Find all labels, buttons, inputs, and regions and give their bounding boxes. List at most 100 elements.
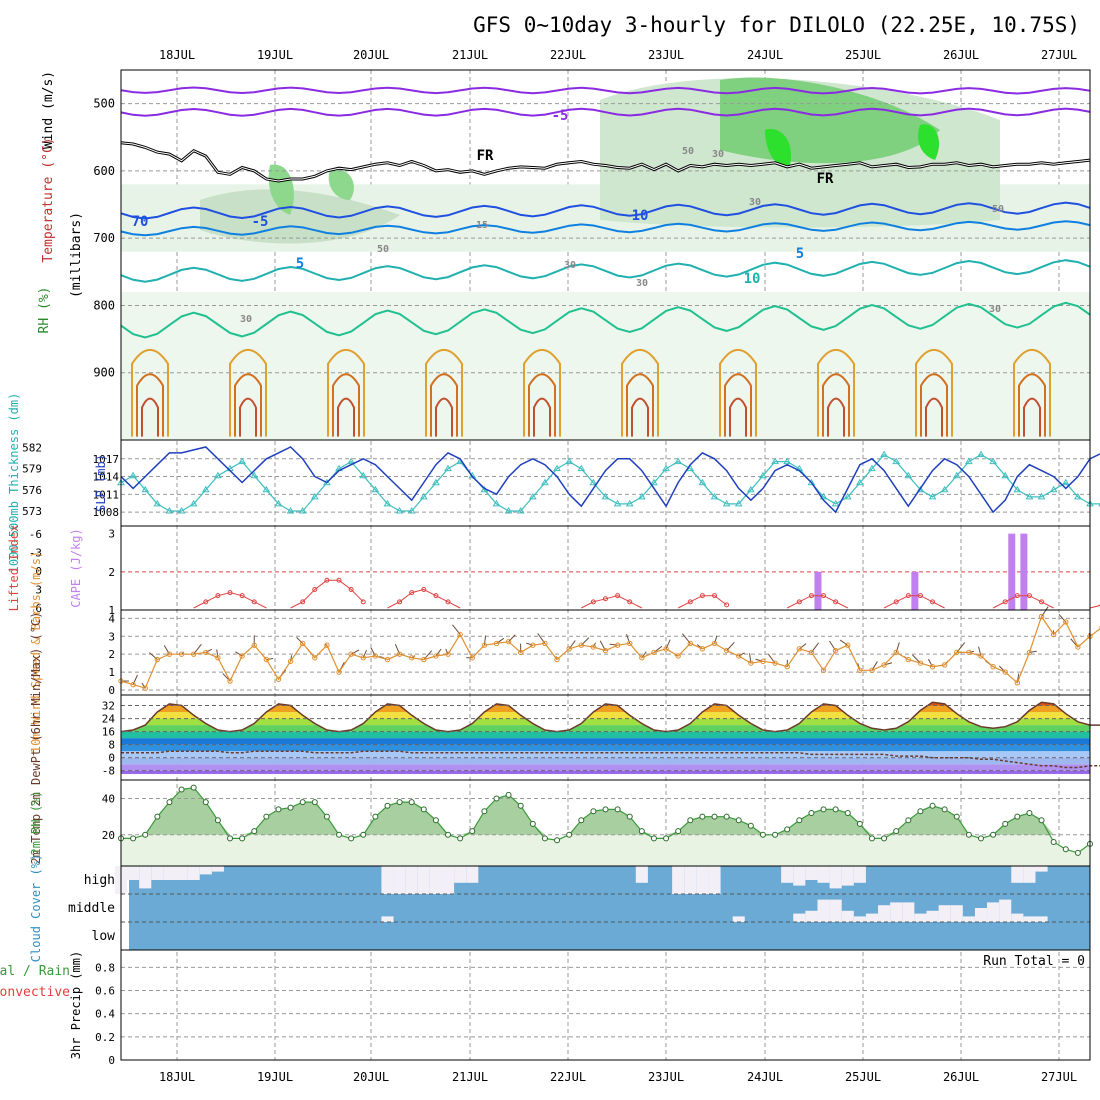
lifted-index-point: [724, 602, 730, 608]
thickness-point: [1037, 492, 1046, 500]
wind-speed-point: [602, 647, 609, 654]
rh-axis-title: RH (%): [37, 287, 52, 334]
rh-point: [566, 831, 573, 838]
cloud-high-gap: [829, 866, 842, 889]
wind-speed-point: [421, 656, 427, 663]
lifted-index-point: [603, 596, 608, 602]
cloud-middle-gap: [999, 899, 1012, 922]
cloud-high-gap: [841, 866, 854, 886]
temp-band: [121, 712, 1090, 719]
thickness-point: [492, 499, 501, 507]
boundary-layer-contour: [337, 397, 355, 437]
lifted-index-point: [796, 599, 802, 605]
precip-tick-label: 0.6: [95, 985, 115, 998]
wind-barb: [653, 645, 663, 653]
thickness-point: [964, 457, 973, 465]
cloud-middle-gap: [890, 902, 903, 922]
rh-point: [384, 802, 391, 809]
wind-barb: [798, 643, 807, 650]
rh-point: [578, 817, 585, 824]
thickness-point: [359, 471, 368, 479]
contour-label: 30: [240, 314, 252, 325]
wind-speed-point: [736, 653, 742, 659]
rh-point: [929, 802, 936, 809]
cloud-middle-gap: [902, 902, 915, 922]
thickness-tick-label: 582: [22, 442, 42, 455]
wind-barb: [1029, 650, 1037, 653]
wind-speed-point: [360, 655, 366, 661]
thickness-point: [601, 492, 610, 500]
wind-speed-point: [748, 660, 754, 666]
wind-barb: [927, 658, 933, 667]
thickness-point: [1074, 492, 1082, 500]
thickness-point: [504, 506, 513, 514]
wind-speed-point: [457, 631, 463, 638]
thickness-point: [565, 457, 574, 465]
boundary-layer-contour: [332, 373, 360, 437]
rh-point: [808, 810, 815, 817]
wind-speed-point: [687, 640, 693, 647]
wind-barb: [362, 649, 367, 658]
rh-point: [178, 786, 185, 793]
cloud-high-gap: [393, 866, 406, 894]
rh-tick-label: 40: [102, 793, 115, 806]
rh-point: [941, 806, 948, 813]
date-label-bottom: 27JUL: [1041, 1070, 1077, 1084]
rh-tick-label: 20: [102, 829, 115, 842]
rh-point: [336, 831, 343, 838]
wind-barb: [149, 652, 158, 660]
lifted-index-point: [324, 577, 330, 583]
thickness-point: [613, 499, 622, 507]
wind-speed-point: [699, 646, 706, 652]
thickness-point: [892, 457, 901, 465]
li-tick-label: -3: [29, 547, 42, 560]
precip-legend-rain: Total / Rain: [0, 964, 70, 979]
wind-speed-point: [857, 667, 863, 674]
wind-speed-point: [832, 647, 839, 654]
boundary-layer-contour: [435, 397, 453, 437]
thickness-tick-label: 576: [22, 484, 42, 497]
boundary-layer-contour: [1013, 348, 1051, 437]
thickness-point: [650, 478, 658, 486]
slp-tick-label: 1011: [93, 488, 120, 501]
wind-speed-point: [614, 642, 621, 648]
rh-point: [529, 820, 536, 827]
temp-line: [120, 701, 1100, 733]
thickness-point: [129, 471, 137, 479]
wind-barb: [714, 635, 718, 644]
cloud-middle-gap: [1011, 913, 1024, 922]
lifted-index-point: [348, 587, 354, 592]
thickness-point: [674, 457, 683, 465]
rh-point: [239, 835, 246, 842]
cloud-middle-gap: [926, 910, 939, 922]
wind-speed-point: [1026, 649, 1033, 656]
thickness-tick-label: 573: [22, 505, 42, 518]
cloud-middle-gap: [732, 916, 745, 922]
lifted-index-point: [917, 593, 923, 599]
lifted-index-point: [1002, 599, 1008, 605]
thickness-point: [880, 450, 888, 458]
wind-speed-point: [190, 651, 197, 657]
wind-tick-label: 0: [108, 684, 115, 697]
wind-speed-point: [663, 646, 669, 652]
temp-band: [121, 705, 1090, 713]
contour-label: 50: [377, 244, 389, 255]
wind-barb: [435, 648, 442, 657]
wind-barb: [871, 661, 878, 671]
rh-blob: [200, 189, 400, 244]
wind-tick-label: 3: [108, 630, 115, 643]
temp-band: [121, 744, 1090, 752]
contour-label: 50: [682, 146, 694, 157]
cloud-middle-gap: [914, 913, 927, 922]
thickness-point: [553, 464, 561, 472]
cloud-middle-gap: [950, 905, 963, 922]
wind-speed-point: [530, 642, 536, 648]
lifted-index-point: [397, 599, 403, 605]
wind-speed-point: [893, 649, 899, 656]
wind-barb: [525, 642, 533, 646]
boundary-layer-contour: [822, 373, 850, 437]
wind-speed-point: [1063, 619, 1069, 625]
cloud-middle-gap: [841, 910, 854, 922]
wind-tick-label: 2: [108, 648, 115, 661]
wind-barb: [235, 651, 243, 657]
